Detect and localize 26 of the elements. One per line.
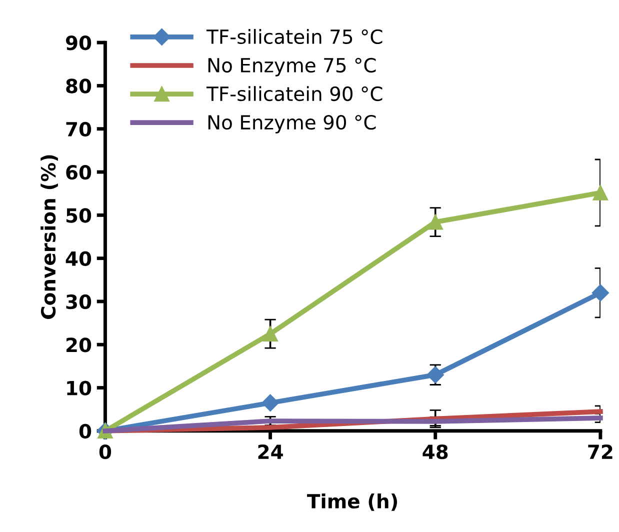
point	[592, 284, 609, 302]
y-tick-label: 30	[66, 294, 92, 310]
point	[262, 326, 278, 342]
legend-label: TF-silicatein 90 °C	[206, 86, 382, 102]
legend-label: TF-silicatein 75 °C	[206, 28, 382, 44]
y-tick-label: 90	[66, 36, 92, 50]
legend-label: No Enzyme 90 °C	[208, 114, 376, 134]
point	[262, 394, 279, 412]
point	[426, 366, 444, 384]
x-tick-label: 24	[258, 444, 283, 459]
y-tick-label: 10	[67, 380, 92, 396]
y-tick-label: 40	[66, 251, 92, 266]
x-tick-label: 48	[422, 444, 448, 460]
x-tick-label: 0	[99, 444, 112, 460]
y-tick-label: 70	[66, 122, 92, 137]
y-tick-label: 50	[66, 208, 92, 223]
y-tick-label: 20	[66, 338, 92, 352]
y-axis-title: Conversion (%)	[40, 155, 58, 319]
point	[592, 185, 608, 200]
y-tick-label: 0	[79, 424, 92, 439]
x-axis-title: Time (h)	[307, 493, 398, 511]
y-tick-label: 80	[66, 78, 92, 94]
point	[428, 214, 444, 230]
y-tick-label: 60	[66, 164, 92, 180]
x-tick-label: 72	[588, 444, 612, 459]
legend-label: No Enzyme 75 °C	[208, 58, 376, 76]
